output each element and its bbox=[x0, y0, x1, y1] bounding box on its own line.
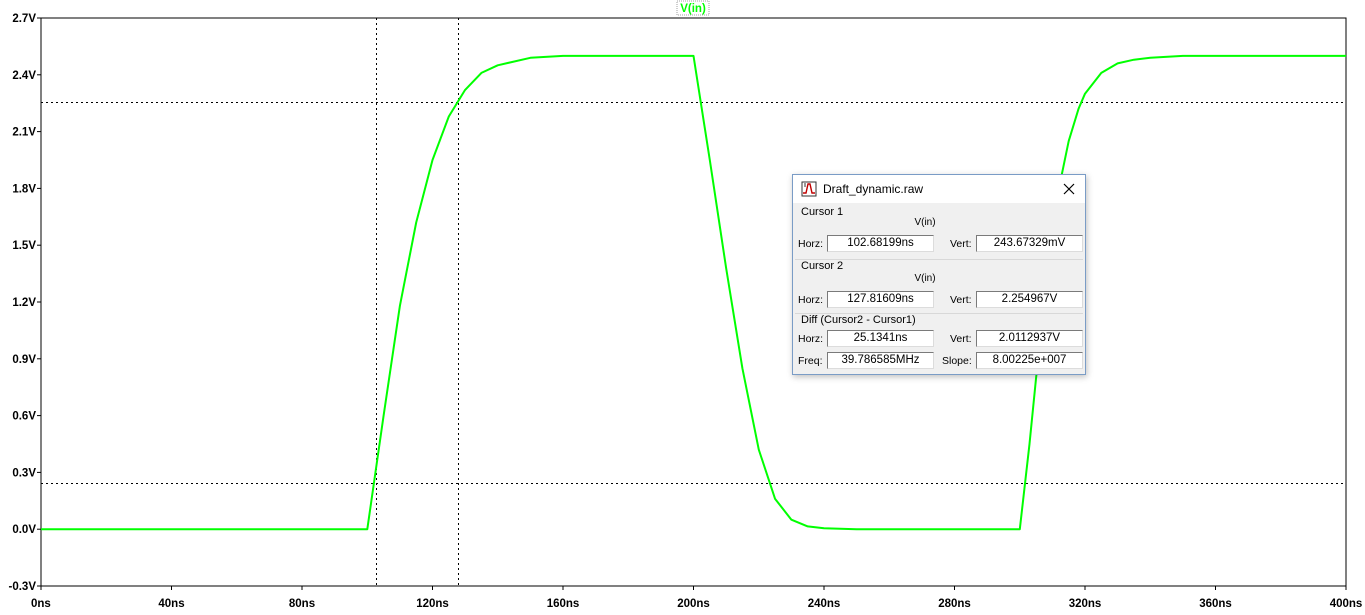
x-tick-label: 280ns bbox=[938, 598, 971, 610]
trace-title[interactable]: V(in) bbox=[680, 3, 706, 15]
plot-frame bbox=[40, 17, 1347, 587]
x-tick-label: 160ns bbox=[547, 598, 580, 610]
dialog-titlebar[interactable]: Draft_dynamic.raw bbox=[793, 175, 1085, 203]
x-tick-label: 240ns bbox=[808, 598, 841, 610]
freq-label: Freq: bbox=[798, 355, 823, 367]
x-tick-label: 40ns bbox=[158, 598, 184, 610]
freq-field[interactable]: 39.786585MHz bbox=[827, 352, 934, 369]
y-tick-label: 0.9V bbox=[12, 354, 36, 366]
x-tick-label: 200ns bbox=[677, 598, 710, 610]
y-tick-label: 1.5V bbox=[12, 240, 36, 252]
x-tick-label: 0ns bbox=[31, 598, 51, 610]
cursor2-trace-label: V(in) bbox=[914, 273, 936, 284]
diff-label: Diff (Cursor2 - Cursor1) bbox=[801, 314, 916, 326]
cursor2-label: Cursor 2 bbox=[801, 260, 844, 272]
slope-field[interactable]: 8.00225e+007 bbox=[976, 352, 1083, 369]
diff-horz-label: Horz: bbox=[798, 333, 824, 345]
cursor2-vert-label: Vert: bbox=[950, 294, 972, 306]
cursor1-label: Cursor 1 bbox=[801, 206, 844, 218]
y-tick-label: 1.2V bbox=[12, 297, 36, 309]
separator bbox=[795, 259, 1083, 260]
slope-label: Slope: bbox=[942, 355, 972, 367]
cursor1-vert-field[interactable]: 243.67329mV bbox=[976, 235, 1083, 252]
x-tick-label: 400ns bbox=[1330, 598, 1363, 610]
cursor1-trace-label: V(in) bbox=[914, 217, 936, 228]
trace-title-box bbox=[676, 0, 710, 16]
y-tick-label: 2.1V bbox=[12, 127, 36, 139]
x-tick-label: 120ns bbox=[416, 598, 449, 610]
dialog-title: Draft_dynamic.raw bbox=[823, 182, 924, 196]
cursor1-vert-label: Vert: bbox=[950, 238, 972, 250]
diff-vert-field[interactable]: 2.0112937V bbox=[976, 330, 1083, 347]
y-tick-label: 0.6V bbox=[12, 411, 36, 423]
cursor2-horz-label: Horz: bbox=[798, 294, 824, 306]
trace-vin-line[interactable] bbox=[41, 54, 1346, 531]
x-tick-label: 320ns bbox=[1069, 598, 1102, 610]
x-tick-label: 360ns bbox=[1199, 598, 1232, 610]
y-tick-label: -0.3V bbox=[9, 581, 37, 593]
cursor-measurement-dialog[interactable]: Draft_dynamic.raw Cursor 1 V(in) Horz: 1… bbox=[792, 174, 1086, 375]
y-tick-label: 2.7V bbox=[12, 13, 36, 25]
y-tick-label: 0.3V bbox=[12, 467, 36, 479]
x-tick-label: 80ns bbox=[289, 598, 315, 610]
cursor2-horz-field[interactable]: 127.81609ns bbox=[827, 291, 934, 308]
close-icon[interactable] bbox=[1057, 177, 1081, 201]
cursor1-horz-field[interactable]: 102.68199ns bbox=[827, 235, 934, 252]
y-tick-label: 1.8V bbox=[12, 183, 36, 195]
diff-vert-label: Vert: bbox=[950, 333, 972, 345]
cursor1-horz-label: Horz: bbox=[798, 238, 824, 250]
y-tick-label: 2.4V bbox=[12, 70, 36, 82]
diff-horz-field[interactable]: 25.1341ns bbox=[827, 330, 934, 347]
cursor2-vert-field[interactable]: 2.254967V bbox=[976, 291, 1083, 308]
ltspice-waveform-icon bbox=[801, 181, 817, 197]
separator bbox=[795, 313, 1083, 314]
y-tick-label: 0.0V bbox=[12, 524, 36, 536]
